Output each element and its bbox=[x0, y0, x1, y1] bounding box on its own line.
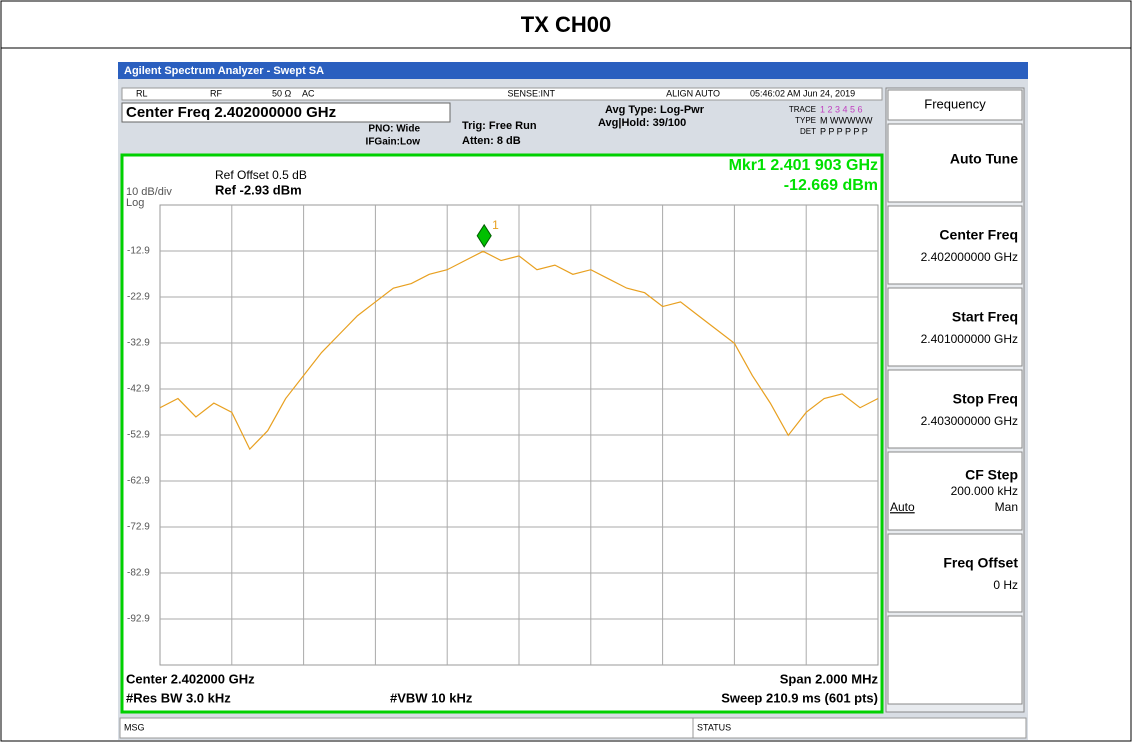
y-tick-label: -52.9 bbox=[127, 430, 150, 441]
window-title: Agilent Spectrum Analyzer - Swept SA bbox=[124, 65, 324, 77]
y-tick-label: -92.9 bbox=[127, 614, 150, 625]
softkey-value: 2.403000000 GHz bbox=[921, 414, 1018, 428]
status-rf: RF bbox=[210, 88, 222, 98]
ref-offset: Ref Offset 0.5 dB bbox=[215, 168, 307, 182]
atten: Atten: 8 dB bbox=[462, 135, 521, 147]
y-tick-label: -42.9 bbox=[127, 384, 150, 395]
softkey bbox=[887, 615, 1023, 705]
softkey-value: 0 Hz bbox=[993, 578, 1018, 592]
marker-label: 1 bbox=[492, 218, 499, 232]
center-freq: Center Freq 2.402000000 GHz bbox=[126, 104, 336, 121]
scale: 10 dB/div bbox=[126, 186, 172, 198]
softkey bbox=[887, 451, 1023, 531]
message-bar bbox=[119, 717, 1027, 739]
softkey-label: CF Step bbox=[965, 467, 1018, 483]
page-title: TX CH00 bbox=[521, 12, 611, 37]
msg-label: MSG bbox=[124, 722, 145, 732]
plot-frame bbox=[120, 153, 884, 714]
marker-freq: Mkr1 2.401 903 GHz bbox=[729, 157, 878, 174]
softkey-menu bbox=[887, 89, 1023, 121]
footer-vbw: #VBW 10 kHz bbox=[390, 690, 473, 705]
softkey bbox=[887, 123, 1023, 203]
softkey-option: Man bbox=[995, 500, 1018, 514]
softkey-menu-title: Frequency bbox=[924, 96, 986, 111]
trace bbox=[159, 250, 879, 451]
softkey-label: Auto Tune bbox=[950, 151, 1018, 167]
pno: PNO: Wide bbox=[368, 124, 420, 135]
window-title-bar bbox=[118, 62, 1028, 79]
footer-span: Span 2.000 MHz bbox=[780, 671, 879, 686]
status-bar bbox=[121, 87, 883, 101]
status-rl: RL bbox=[136, 88, 148, 98]
softkey-label: Center Freq bbox=[939, 227, 1018, 243]
softkey-label: Start Freq bbox=[952, 309, 1018, 325]
ifgain: IFGain:Low bbox=[366, 137, 421, 148]
softkey-label: Stop Freq bbox=[953, 391, 1018, 407]
trig: Trig: Free Run bbox=[462, 120, 537, 132]
softkey-label: Freq Offset bbox=[943, 555, 1018, 571]
status-impedance: 50 Ω bbox=[272, 88, 292, 98]
marker bbox=[476, 223, 492, 248]
marker-level: -12.669 dBm bbox=[784, 177, 878, 194]
softkey-value: 2.402000000 GHz bbox=[921, 250, 1018, 264]
status-align: ALIGN AUTO bbox=[666, 88, 720, 98]
det-values: P P P P P P bbox=[820, 126, 868, 136]
softkey bbox=[887, 369, 1023, 449]
log-label: Log bbox=[126, 197, 144, 209]
y-tick-label: -62.9 bbox=[127, 476, 150, 487]
y-tick-label: -72.9 bbox=[127, 522, 150, 533]
status-label: STATUS bbox=[697, 722, 731, 732]
avg-type: Avg Type: Log-Pwr bbox=[605, 104, 705, 116]
type-values: M WWWWW bbox=[820, 115, 873, 125]
ref-level: Ref -2.93 dBm bbox=[215, 182, 302, 197]
trace-values: 1 2 3 4 5 6 bbox=[820, 104, 863, 114]
footer-center: Center 2.402000 GHz bbox=[126, 671, 255, 686]
y-tick-label: -32.9 bbox=[127, 338, 150, 349]
status-coupling: AC bbox=[302, 88, 315, 98]
footer-rbw: #Res BW 3.0 kHz bbox=[126, 690, 231, 705]
softkey-value: 2.401000000 GHz bbox=[921, 332, 1018, 346]
y-tick-label: -82.9 bbox=[127, 568, 150, 579]
softkeys: Auto Tune Center Freq 2.402000000 GHz Start… bbox=[887, 123, 1023, 705]
softkey bbox=[887, 205, 1023, 285]
footer-sweep: Sweep 210.9 ms (601 pts) bbox=[721, 690, 878, 705]
center-freq-box bbox=[121, 102, 451, 123]
softkey-option: Auto bbox=[890, 500, 915, 514]
det-label: DET bbox=[800, 127, 816, 136]
y-tick-label: -12.9 bbox=[127, 246, 150, 257]
type-label: TYPE bbox=[795, 116, 816, 125]
status-datetime: 05:46:02 AM Jun 24, 2019 bbox=[750, 88, 855, 98]
trace-label: TRACE bbox=[789, 105, 816, 114]
softkey bbox=[887, 287, 1023, 367]
avg-hold: Avg|Hold: 39/100 bbox=[598, 117, 686, 129]
status-sense: SENSE:INT bbox=[507, 88, 555, 98]
softkey bbox=[887, 533, 1023, 613]
softkey-value: 200.000 kHz bbox=[951, 484, 1018, 498]
y-tick-label: -22.9 bbox=[127, 292, 150, 303]
